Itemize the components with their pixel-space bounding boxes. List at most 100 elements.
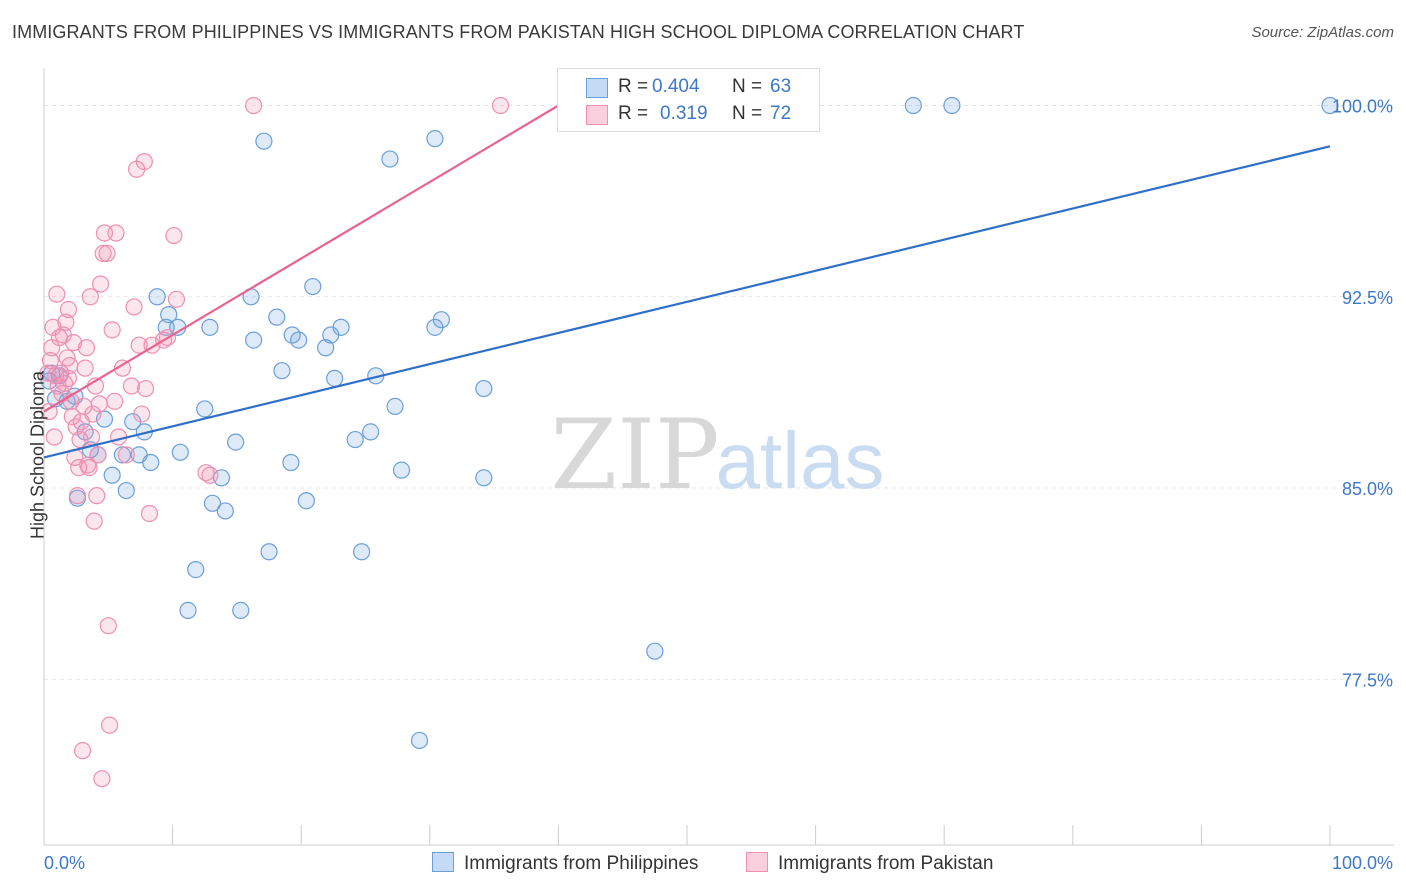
point-philippines bbox=[179, 601, 197, 620]
legend-n-label: N = bbox=[732, 103, 763, 124]
point-pakistan bbox=[130, 336, 148, 354]
point-philippines bbox=[196, 400, 214, 418]
point-philippines bbox=[187, 560, 205, 579]
point-philippines bbox=[148, 288, 166, 306]
point-philippines bbox=[475, 469, 493, 487]
point-philippines bbox=[160, 306, 178, 324]
point-pakistan bbox=[64, 334, 83, 352]
point-philippines bbox=[245, 331, 263, 349]
point-philippines bbox=[392, 461, 411, 479]
watermark-zip: ZIP bbox=[550, 399, 719, 511]
y-tick-label: 100.0% bbox=[1332, 97, 1393, 117]
point-pakistan bbox=[84, 405, 102, 423]
point-pakistan bbox=[107, 224, 125, 242]
point-philippines bbox=[255, 132, 273, 150]
point-philippines bbox=[346, 430, 364, 449]
bottom-legend-label-pakistan: Immigrants from Pakistan bbox=[778, 853, 994, 874]
y-tick-label: 92.5% bbox=[1342, 288, 1393, 308]
point-philippines bbox=[432, 311, 450, 329]
y-axis-label: High School Diploma bbox=[27, 370, 48, 540]
point-pakistan bbox=[90, 395, 108, 413]
chart-title: IMMIGRANTS FROM PHILIPPINES VS IMMIGRANT… bbox=[12, 22, 1025, 42]
watermark: ZIP atlas bbox=[550, 399, 884, 511]
point-pakistan bbox=[77, 339, 96, 357]
point-pakistan bbox=[245, 96, 263, 115]
point-pakistan bbox=[82, 428, 101, 446]
point-philippines bbox=[943, 96, 961, 115]
point-pakistan bbox=[57, 313, 75, 331]
point-philippines bbox=[297, 492, 315, 510]
y-tick-label: 77.5% bbox=[1342, 670, 1393, 690]
legend-row-philippines: R = 0.404 N = 63 bbox=[558, 73, 819, 101]
point-pakistan bbox=[67, 418, 85, 436]
trend-line-philippines bbox=[43, 145, 1331, 459]
legend-r-value: 0.404 bbox=[652, 76, 700, 97]
legend-swatch-blue bbox=[586, 78, 608, 98]
point-philippines bbox=[103, 466, 121, 484]
point-philippines bbox=[381, 150, 399, 168]
bottom-legend-swatch-blue bbox=[432, 852, 454, 872]
point-pakistan bbox=[100, 716, 119, 734]
point-pakistan bbox=[88, 487, 106, 505]
point-philippines bbox=[227, 433, 245, 451]
tick-labels: 77.5% 85.0% 92.5% 100.0% 0.0% 100.0% bbox=[44, 97, 1393, 874]
point-philippines bbox=[171, 443, 189, 461]
point-pakistan bbox=[133, 405, 151, 423]
point-pakistan bbox=[113, 359, 132, 377]
point-philippines bbox=[475, 379, 493, 398]
point-philippines bbox=[290, 331, 308, 349]
point-philippines bbox=[326, 369, 344, 387]
point-pakistan bbox=[106, 392, 124, 410]
point-philippines bbox=[232, 601, 250, 620]
legend-swatch-pink bbox=[586, 105, 608, 125]
point-pakistan bbox=[41, 351, 60, 370]
point-pakistan bbox=[98, 244, 116, 262]
point-pakistan bbox=[140, 504, 159, 523]
point-philippines bbox=[216, 502, 234, 520]
point-philippines bbox=[317, 339, 335, 357]
watermark-atlas: atlas bbox=[716, 416, 885, 505]
point-philippines bbox=[304, 277, 322, 296]
point-pakistan bbox=[93, 770, 111, 788]
point-pakistan bbox=[125, 298, 143, 316]
point-philippines bbox=[362, 423, 380, 441]
x-tick-label: 100.0% bbox=[1332, 853, 1393, 873]
point-philippines bbox=[113, 446, 132, 464]
bottom-legend-label-philippines: Immigrants from Philippines bbox=[464, 853, 699, 874]
legend-r-label: R = bbox=[618, 103, 649, 124]
point-pakistan bbox=[73, 742, 92, 760]
legend-r-value: 0.319 bbox=[660, 103, 708, 124]
trend-lines bbox=[43, 104, 1331, 459]
legend-n-label: N = bbox=[732, 76, 763, 97]
point-philippines bbox=[646, 642, 664, 660]
legend-n-value: 63 bbox=[770, 76, 792, 97]
point-philippines bbox=[201, 318, 219, 336]
point-pakistan bbox=[68, 487, 87, 505]
gridlines bbox=[44, 105, 1394, 680]
point-pakistan bbox=[165, 226, 183, 245]
point-pakistan bbox=[81, 288, 99, 306]
point-pakistan bbox=[79, 456, 97, 474]
point-pakistan bbox=[201, 466, 219, 484]
point-pakistan bbox=[122, 377, 141, 395]
point-pakistan bbox=[63, 408, 81, 426]
point-pakistan bbox=[117, 446, 135, 464]
point-pakistan bbox=[45, 428, 63, 446]
legend-row-pakistan: R = 0.319 N = 72 bbox=[558, 100, 819, 128]
trend-line-pakistan bbox=[43, 104, 559, 413]
point-pakistan bbox=[76, 359, 94, 377]
point-pakistan bbox=[136, 379, 155, 398]
point-pakistan bbox=[59, 369, 78, 387]
legend-n-value: 72 bbox=[770, 103, 792, 124]
y-tick-label: 85.0% bbox=[1342, 479, 1393, 499]
point-pakistan bbox=[91, 275, 110, 293]
point-pakistan bbox=[135, 153, 153, 171]
correlation-legend: R = 0.404 N = 63 R = 0.319 N = 72 bbox=[557, 68, 820, 132]
point-philippines bbox=[282, 453, 300, 472]
point-philippines bbox=[332, 318, 350, 336]
point-pakistan bbox=[59, 300, 78, 319]
legend-r-label: R = bbox=[618, 76, 649, 97]
point-philippines bbox=[203, 494, 222, 512]
bottom-legend-pakistan: Immigrants from Pakistan bbox=[746, 852, 993, 875]
